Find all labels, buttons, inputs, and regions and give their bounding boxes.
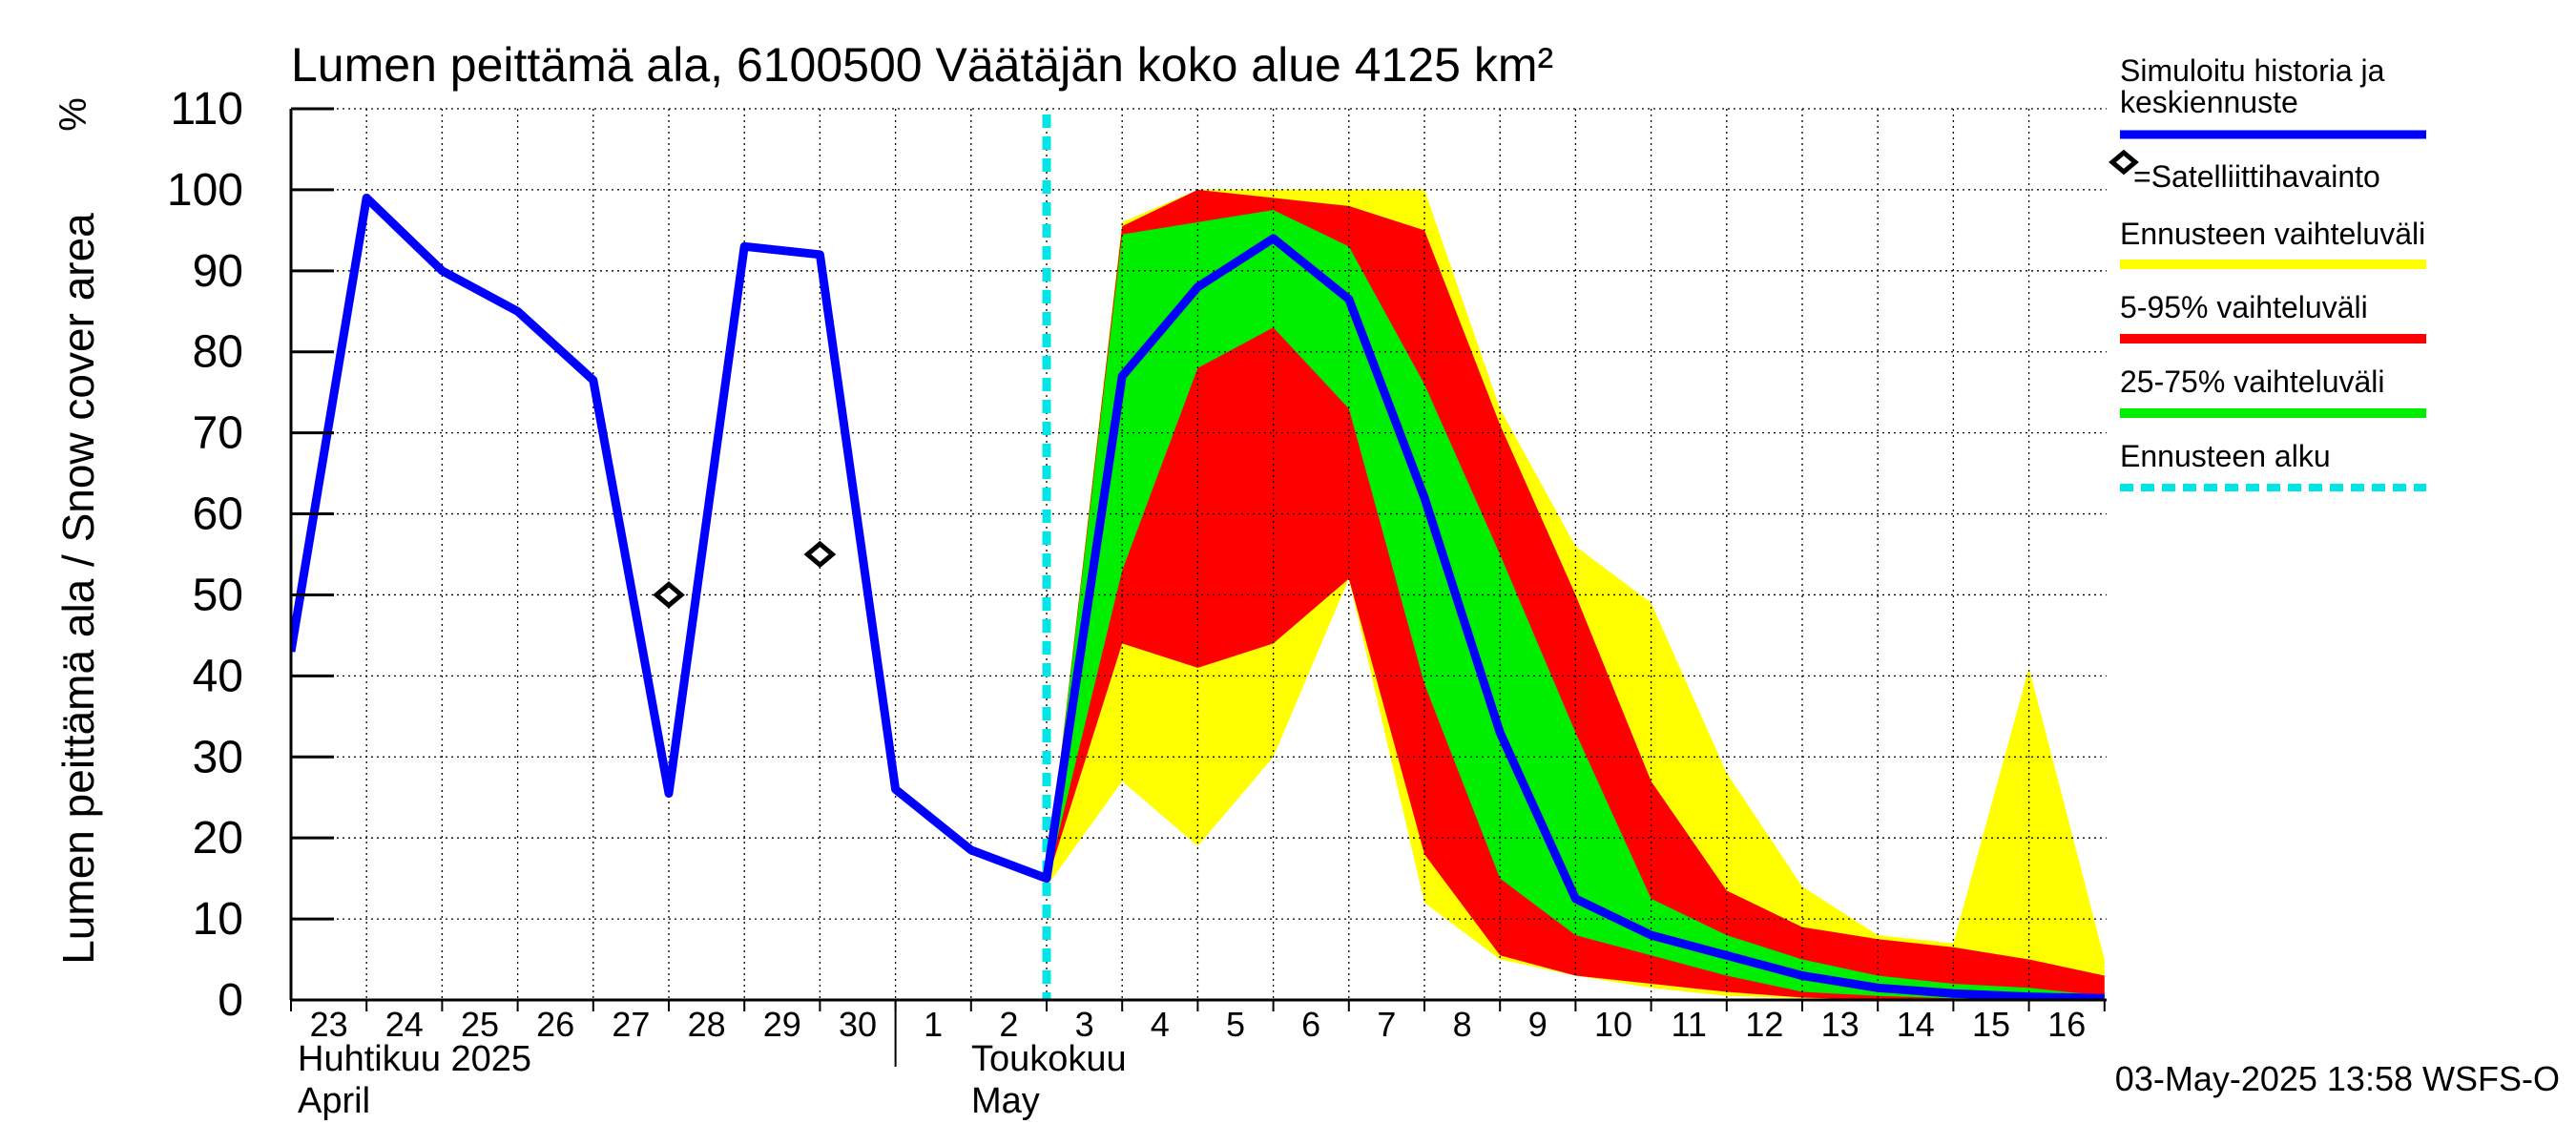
- y-tick-label: 20: [193, 813, 243, 864]
- x-tick-label: 12: [1745, 1005, 1783, 1044]
- y-tick-label: 90: [193, 246, 243, 297]
- x-tick-label: 1: [924, 1005, 943, 1044]
- x-tick-label: 27: [612, 1005, 650, 1044]
- y-tick-label: 40: [193, 651, 243, 701]
- satellite-point: [803, 540, 837, 569]
- x-tick-label: 5: [1226, 1005, 1245, 1044]
- x-tick-label: 23: [310, 1005, 348, 1044]
- x-tick-label: 10: [1594, 1005, 1632, 1044]
- y-tick-label: 70: [193, 408, 243, 459]
- x-tick-label: 3: [1075, 1005, 1094, 1044]
- x-tick-label: 29: [763, 1005, 801, 1044]
- legend-label: 25-75% vaihteluväli: [2120, 364, 2385, 399]
- chart-title: Lumen peittämä ala, 6100500 Väätäjän kok…: [291, 38, 1553, 92]
- x-tick-label: 30: [839, 1005, 877, 1044]
- month-label-en: May: [971, 1081, 1040, 1121]
- legend-label: 5-95% vaihteluväli: [2120, 290, 2368, 324]
- x-tick-label: 8: [1453, 1005, 1472, 1044]
- y-tick-label: 80: [193, 327, 243, 378]
- chart-labels: Lumen peittämä ala, 6100500 Väätäjän kok…: [52, 38, 2560, 1121]
- timestamp: 03-May-2025 13:58 WSFS-O: [2115, 1059, 2560, 1098]
- x-tick-label: 6: [1301, 1005, 1320, 1044]
- legend-label: keskiennuste: [2120, 85, 2298, 119]
- x-tick-label: 11: [1672, 1005, 1707, 1044]
- y-tick-label: 100: [167, 165, 243, 216]
- legend-label: Ennusteen vaihteluväli: [2120, 217, 2425, 251]
- y-tick-label: 60: [193, 489, 243, 540]
- y-axis-label: Lumen peittämä ala / Snow cover area: [53, 213, 103, 965]
- x-tick-label: 16: [2047, 1005, 2086, 1044]
- x-tick-label: 24: [385, 1005, 424, 1044]
- x-tick-label: 25: [461, 1005, 499, 1044]
- y-tick-label: 110: [170, 84, 243, 135]
- satellite-point: [653, 581, 685, 609]
- x-tick-label: 2: [999, 1005, 1018, 1044]
- x-tick-label: 4: [1151, 1005, 1170, 1044]
- y-tick-label: 50: [193, 570, 243, 620]
- y-tick-label: 30: [193, 732, 243, 782]
- month-label-fi: Toukokuu: [971, 1039, 1127, 1079]
- legend-label: Simuloitu historia ja: [2120, 53, 2385, 88]
- legend-label: Ennusteen alku: [2120, 439, 2331, 473]
- y-axis-unit: %: [52, 97, 94, 132]
- x-tick-label: 7: [1377, 1005, 1396, 1044]
- grid-lines: [291, 108, 2107, 1000]
- x-tick-label: 26: [536, 1005, 574, 1044]
- legend-label: =Satelliittihavainto: [2133, 159, 2380, 194]
- legend-swatch: [2109, 149, 2139, 176]
- y-tick-label: 10: [193, 894, 243, 945]
- x-tick-label: 15: [1972, 1005, 2010, 1044]
- y-tick-label: 0: [218, 975, 243, 1026]
- x-tick-label: 28: [688, 1005, 726, 1044]
- x-tick-label: 14: [1897, 1005, 1935, 1044]
- series-line-median: [291, 193, 2105, 1000]
- x-tick-label: 9: [1528, 1005, 1548, 1044]
- x-tick-label: 13: [1821, 1005, 1859, 1044]
- month-label-en: April: [298, 1081, 370, 1121]
- series-lines: [291, 114, 2105, 1000]
- band-5-95: [1047, 189, 2105, 1000]
- month-label-fi: Huhtikuu 2025: [298, 1039, 531, 1079]
